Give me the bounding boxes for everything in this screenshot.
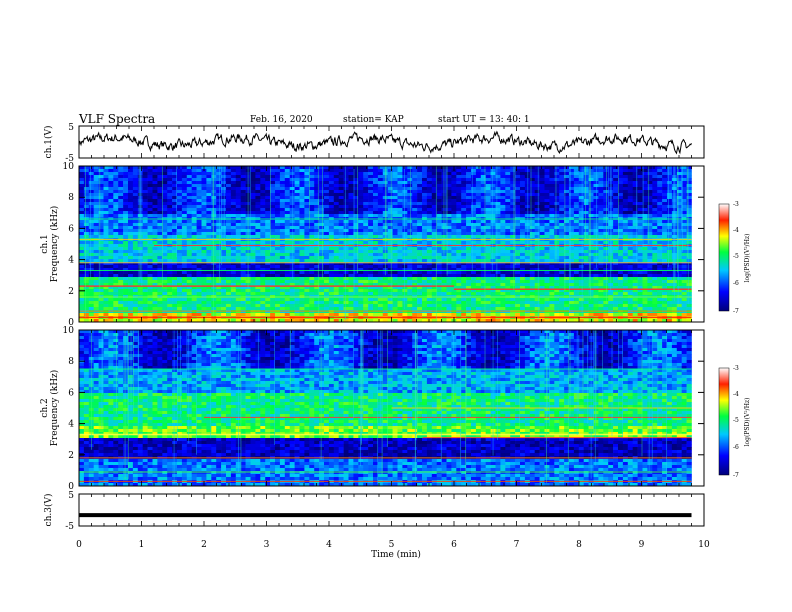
- ch1-cb-tick-3: -3: [733, 201, 739, 208]
- x-tick-2: 2: [201, 540, 207, 550]
- ch2-spec-ytick-4: 4: [68, 420, 74, 430]
- ch1-spectrogram-panel: 0 2 4 6 8 10 ch.1 Frequency (kHz) -3 -4 -5 -6…: [40, 162, 751, 328]
- x-tick-1: 1: [139, 540, 145, 550]
- ch2-spec-ytick-2: 2: [68, 451, 74, 461]
- ch2-spec-ylabel-frequency: Frequency (kHz): [49, 370, 60, 447]
- ch3-ytick-bottom: -5: [65, 522, 74, 532]
- station-label: station= KAP: [343, 115, 404, 125]
- x-tick-8: 8: [576, 540, 582, 550]
- ch2-spectrogram-panel: 0 2 4 6 8 10 ch.2 Frequency (kHz) -3 -4 -5 -6…: [40, 326, 751, 492]
- x-tick-5: 5: [389, 540, 395, 550]
- ch1-spec-ytick-8: 8: [68, 193, 74, 203]
- ch1-spec-ytick-4: 4: [68, 256, 74, 266]
- x-tick-0: 0: [76, 540, 82, 550]
- ch2-cb-label: log(PSD)(V²/Hz): [744, 398, 751, 447]
- chart-title: VLF Spectra: [78, 112, 155, 126]
- ch1-spec-ylabel-frequency: Frequency (kHz): [49, 206, 60, 283]
- x-tick-10: 10: [698, 540, 710, 550]
- x-tick-4: 4: [326, 540, 332, 550]
- ch1-colorbar: -3 -4 -5 -6 -7 log(PSD)(V²/Hz): [718, 201, 751, 315]
- ch1-ylabel: ch.1(V): [43, 126, 54, 159]
- x-tick-9: 9: [639, 540, 645, 550]
- ch1-spec-ytick-2: 2: [68, 287, 74, 297]
- x-tick-6: 6: [451, 540, 457, 550]
- ch3-ytick-top: 5: [68, 491, 74, 501]
- start-ut-label: start UT = 13: 40: 1: [438, 115, 530, 125]
- ch1-cb-tick-5: -5: [733, 253, 739, 260]
- ch1-cb-tick-4: -4: [733, 227, 739, 234]
- ch1-cb-tick-6: -6: [733, 280, 739, 287]
- x-tick-3: 3: [264, 540, 270, 550]
- ch1-ytick-top: 5: [68, 123, 74, 133]
- ch1-spec-ytick-0: 0: [68, 318, 74, 328]
- ch1-cb-tick-7: -7: [733, 308, 739, 315]
- ch1-cb-label: log(PSD)(V²/Hz): [744, 234, 751, 283]
- x-axis-tick-labels: 0 1 2 3 4 5 6 7 8 9 10: [76, 540, 710, 550]
- ch2-spec-ytick-6: 6: [68, 388, 74, 398]
- ch2-spec-ytick-0: 0: [68, 482, 74, 492]
- ch2-cb-tick-3: -3: [733, 365, 739, 372]
- ch1-waveform-line: [78, 130, 692, 155]
- ch2-cb-tick-5: -5: [733, 417, 739, 424]
- ch1-waveform-panel: 5 -5 ch.1(V): [43, 123, 705, 164]
- ch2-spec-ytick-8: 8: [68, 357, 74, 367]
- ch1-spectrogram-image: [78, 166, 704, 323]
- ch2-colorbar: -3 -4 -5 -6 -7 log(PSD)(V²/Hz): [718, 365, 751, 479]
- x-axis-label: Time (min): [371, 549, 421, 560]
- ch1-spec-ytick-10: 10: [63, 162, 75, 172]
- ch2-cb-tick-7: -7: [733, 472, 739, 479]
- x-tick-7: 7: [514, 540, 520, 550]
- ch1-spec-ylabel-channel: ch.1: [40, 234, 50, 253]
- ch3-ylabel: ch.3(V): [43, 494, 54, 527]
- ch2-spectrogram-image: [79, 330, 704, 487]
- ch2-spec-ytick-10: 10: [63, 326, 75, 336]
- ch3-waveform-panel: 5 -5 ch.3(V): [43, 491, 705, 532]
- ch2-spec-ylabel-channel: ch.2: [40, 398, 50, 417]
- x-axis-ticks: [78, 126, 705, 526]
- ch1-ytick-bottom: -5: [65, 154, 74, 164]
- date-label: Feb. 16, 2020: [250, 115, 313, 125]
- ch1-spec-ytick-6: 6: [68, 224, 74, 234]
- ch2-cb-tick-6: -6: [733, 444, 739, 451]
- ch2-cb-tick-4: -4: [733, 391, 739, 398]
